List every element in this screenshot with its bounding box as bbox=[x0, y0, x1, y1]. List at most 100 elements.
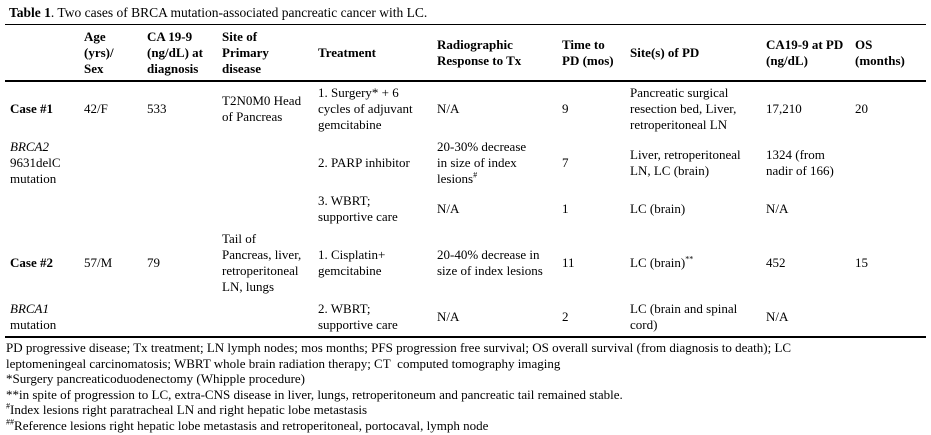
text-segment: 79 bbox=[147, 255, 160, 270]
superscript-marker: # bbox=[6, 401, 11, 411]
text-segment: Liver, retroperitoneal LN, LC (brain) bbox=[630, 147, 741, 178]
table-row: Case #1 42/F 533 T2N0M0 Head of Pancreas 1. … bbox=[5, 81, 926, 136]
text-segment: 1 bbox=[562, 201, 569, 216]
header-cell: Time to PD (mos) bbox=[562, 24, 630, 82]
text-segment: 20-40% decrease in size of index lesions bbox=[437, 247, 543, 278]
table-row: BRCA1 mutation 2. WBRT; supportive care N/… bbox=[5, 298, 926, 337]
table-cell: 42/F bbox=[84, 81, 147, 136]
table-title-label: Table 1 bbox=[9, 5, 51, 20]
text-segment: 2 bbox=[562, 309, 569, 324]
text-segment: Case #2 bbox=[10, 255, 53, 270]
superscript-marker: ## bbox=[6, 417, 15, 427]
text-segment: Tail of Pancreas, liver, retroperitoneal… bbox=[222, 231, 302, 294]
table-cell: BRCA1 mutation bbox=[5, 298, 84, 337]
table-cell: 3. WBRT; supportive care bbox=[318, 190, 437, 228]
table-cell bbox=[222, 298, 318, 337]
table-cell bbox=[84, 298, 147, 337]
brca-cases-table: Age (yrs)/ Sex CA 19-9 (ng/dL) at diagnos… bbox=[5, 24, 926, 338]
text-segment: LC (brain) bbox=[630, 255, 686, 270]
table-cell bbox=[147, 136, 222, 190]
text-segment: 9631delC mutation bbox=[10, 155, 61, 186]
text-segment: Index lesions right paratracheal LN and … bbox=[10, 402, 368, 417]
superscript-marker: # bbox=[473, 170, 478, 180]
table-cell: N/A bbox=[766, 298, 855, 337]
text-segment: 11 bbox=[562, 255, 575, 270]
text-segment: 20 bbox=[855, 101, 868, 116]
table-cell: 11 bbox=[562, 228, 630, 298]
table-cell: Case #2 bbox=[5, 228, 84, 298]
table-cell: 2. PARP inhibitor bbox=[318, 136, 437, 190]
table-cell: 1 bbox=[562, 190, 630, 228]
table-cell: 9 bbox=[562, 81, 630, 136]
header-cell bbox=[5, 24, 84, 82]
text-segment: 3. WBRT; supportive care bbox=[318, 193, 398, 224]
header-cell: Radiographic Response to Tx bbox=[437, 24, 562, 82]
text-segment: Pancreatic surgical resection bed, Liver… bbox=[630, 85, 737, 132]
table-cell bbox=[855, 298, 926, 337]
table-cell bbox=[84, 190, 147, 228]
footnote-line: *Surgery pancreaticoduodenectomy (Whippl… bbox=[6, 371, 926, 387]
text-segment: N/A bbox=[437, 201, 460, 216]
header-cell: CA19-9 at PD (ng/dL) bbox=[766, 24, 855, 82]
text-segment: 20-30% decrease in size of index lesions bbox=[437, 139, 527, 186]
text-segment: 1. Surgery* + 6 cycles of adjuvant gemci… bbox=[318, 85, 413, 132]
table-cell: 20-40% decrease in size of index lesions bbox=[437, 228, 562, 298]
text-segment: *Surgery pancreaticoduodenectomy (Whippl… bbox=[6, 371, 305, 386]
text-segment: 17,210 bbox=[766, 101, 802, 116]
table-cell bbox=[855, 190, 926, 228]
header-cell: Site(s) of PD bbox=[630, 24, 766, 82]
table-cell: 79 bbox=[147, 228, 222, 298]
footnote-line: ##Reference lesions right hepatic lobe m… bbox=[6, 418, 926, 434]
table-cell: Case #1 bbox=[5, 81, 84, 136]
text-segment: mutation bbox=[10, 317, 57, 332]
text-segment: N/A bbox=[766, 201, 789, 216]
table-row: 3. WBRT; supportive care N/A 1 LC (brain) N/… bbox=[5, 190, 926, 228]
text-segment: 2. WBRT; supportive care bbox=[318, 301, 398, 332]
text-segment: LC (brain) bbox=[630, 201, 686, 216]
table-cell bbox=[222, 136, 318, 190]
table-footnotes: PD progressive disease; Tx treatment; LN… bbox=[5, 340, 926, 433]
table-cell: 1. Cisplatin+ gemcitabine bbox=[318, 228, 437, 298]
table-cell bbox=[147, 190, 222, 228]
table-cell: BRCA2 9631delC mutation bbox=[5, 136, 84, 190]
header-cell: Site of Primary disease bbox=[222, 24, 318, 82]
text-segment: BRCA1 bbox=[10, 301, 49, 316]
table-cell: 533 bbox=[147, 81, 222, 136]
text-segment: N/A bbox=[766, 309, 789, 324]
table-cell: 2 bbox=[562, 298, 630, 337]
table-row: Case #2 57/M 79 Tail of Pancreas, liver, re… bbox=[5, 228, 926, 298]
footnote-line: #Index lesions right paratracheal LN and… bbox=[6, 402, 926, 418]
header-cell: Treatment bbox=[318, 24, 437, 82]
table-cell: 57/M bbox=[84, 228, 147, 298]
table-cell bbox=[84, 136, 147, 190]
table-cell: Pancreatic surgical resection bed, Liver… bbox=[630, 81, 766, 136]
table-cell: N/A bbox=[437, 81, 562, 136]
header-cell: Age (yrs)/ Sex bbox=[84, 24, 147, 82]
table-cell: 7 bbox=[562, 136, 630, 190]
text-segment: 42/F bbox=[84, 101, 108, 116]
text-segment: N/A bbox=[437, 309, 460, 324]
table-cell: 17,210 bbox=[766, 81, 855, 136]
table-cell: 20 bbox=[855, 81, 926, 136]
table-cell: 2. WBRT; supportive care bbox=[318, 298, 437, 337]
table-cell: N/A bbox=[437, 298, 562, 337]
text-segment: BRCA2 bbox=[10, 139, 49, 154]
table-row: BRCA2 9631delC mutation 2. PARP inhibitor… bbox=[5, 136, 926, 190]
table-cell: LC (brain and spinal cord) bbox=[630, 298, 766, 337]
table-cell: N/A bbox=[437, 190, 562, 228]
table-cell: N/A bbox=[766, 190, 855, 228]
table-title-text: . Two cases of BRCA mutation-associated … bbox=[50, 5, 428, 20]
table-cell bbox=[855, 136, 926, 190]
table-cell: 1. Surgery* + 6 cycles of adjuvant gemci… bbox=[318, 81, 437, 136]
text-segment: 533 bbox=[147, 101, 167, 116]
text-segment: 2. PARP inhibitor bbox=[318, 155, 410, 170]
table-cell: 1324 (from nadir of 166) bbox=[766, 136, 855, 190]
text-segment: 15 bbox=[855, 255, 868, 270]
table-cell: LC (brain) bbox=[630, 190, 766, 228]
table-cell: LC (brain)** bbox=[630, 228, 766, 298]
superscript-marker: ** bbox=[685, 254, 694, 264]
text-segment: Reference lesions right hepatic lobe met… bbox=[14, 417, 489, 433]
table-cell: T2N0M0 Head of Pancreas bbox=[222, 81, 318, 136]
text-segment: 57/M bbox=[84, 255, 113, 270]
